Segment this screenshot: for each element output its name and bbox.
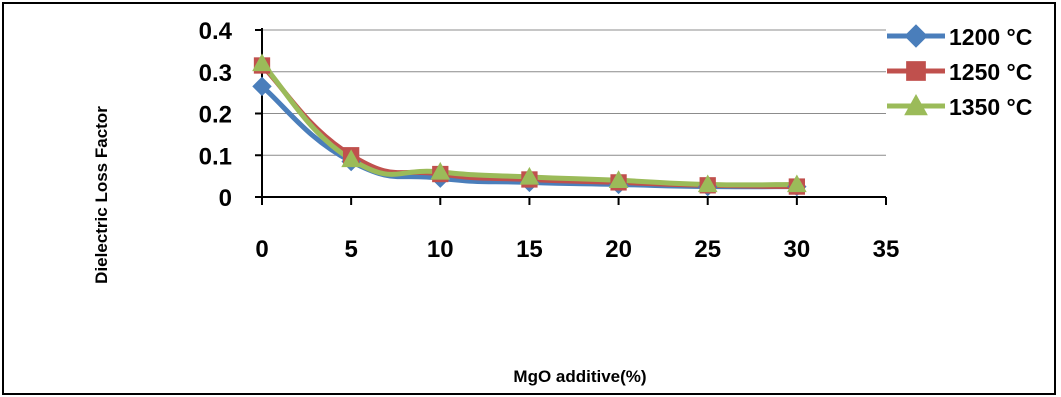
y-tick-label: 0.2 <box>199 102 232 129</box>
y-tick-label: 0 <box>219 185 232 212</box>
x-axis-ticks: 0 5 10 15 20 25 30 35 <box>255 197 899 263</box>
triangle-marker <box>787 174 807 193</box>
x-tick-label: 10 <box>427 236 454 263</box>
x-tick-label: 0 <box>255 236 268 263</box>
x-tick-label: 15 <box>516 236 543 263</box>
diamond-marker <box>252 76 272 97</box>
axes <box>261 28 886 198</box>
triangle-marker <box>697 174 718 193</box>
x-tick-label: 30 <box>784 236 811 263</box>
triangle-marker <box>341 149 361 168</box>
legend-label: 1200 °C <box>949 24 1032 50</box>
legend-item-3: 1350 °C <box>887 93 1032 120</box>
x-axis-title: MgO additive(%) <box>513 367 646 386</box>
x-tick-label: 25 <box>694 236 721 263</box>
square-marker <box>906 61 926 81</box>
series-markers <box>252 53 807 197</box>
legend: 1200 °C 1250 °C 1350 °C <box>887 24 1032 120</box>
y-axis-ticks: 0 0.1 0.2 0.3 0.4 <box>199 18 262 212</box>
y-tick-label: 0.4 <box>199 18 233 45</box>
triangle-marker <box>904 93 928 116</box>
y-axis-title: Dielectric Loss Factor <box>92 106 111 284</box>
y-tick-label: 0.1 <box>199 143 232 170</box>
legend-item-1: 1200 °C <box>887 24 1032 50</box>
triangle-marker <box>430 161 451 180</box>
triangle-marker <box>519 166 540 185</box>
triangle-marker <box>252 53 272 72</box>
diamond-marker <box>904 24 928 48</box>
x-tick-label: 5 <box>344 236 357 263</box>
triangle-marker <box>608 170 629 188</box>
x-tick-label: 35 <box>873 236 900 263</box>
grid-lines <box>262 29 886 156</box>
y-tick-label: 0.3 <box>199 60 232 87</box>
legend-label: 1350 °C <box>949 94 1032 120</box>
x-tick-label: 20 <box>605 236 632 263</box>
legend-label: 1250 °C <box>949 59 1032 85</box>
legend-item-2: 1250 °C <box>887 59 1032 85</box>
